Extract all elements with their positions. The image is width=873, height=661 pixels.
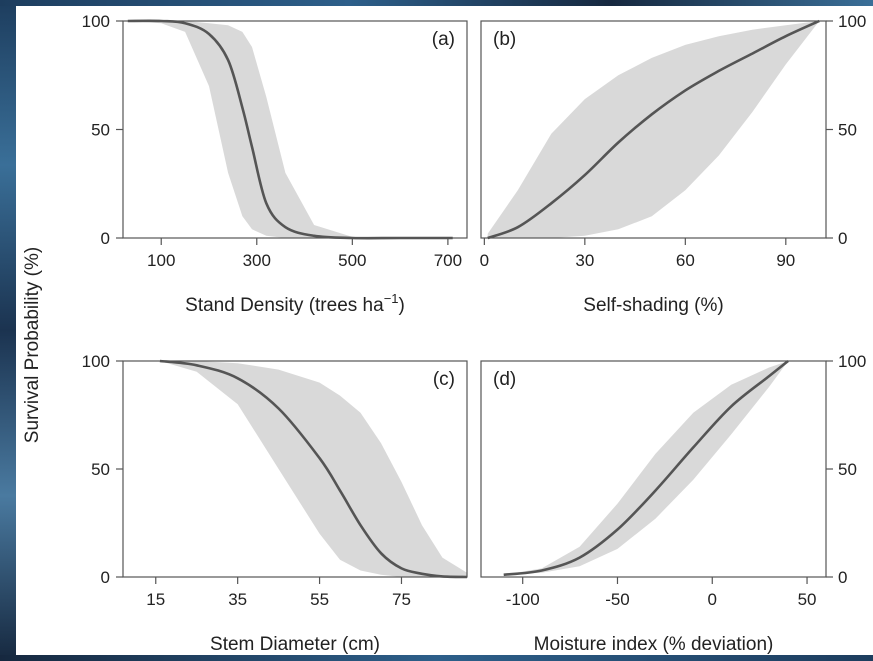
figure-ylabel: Survival Probability (%) <box>22 247 43 443</box>
x-tick-label: 15 <box>146 590 165 609</box>
panel-3: 15 35 55 75 0 50 100 (c) Stem Diameter (cm) <box>82 352 468 655</box>
y-tick-label: 0 <box>838 568 847 587</box>
x-tick-label: 300 <box>243 251 271 270</box>
panel-4-xlabel: Moisture index (% deviation) <box>534 634 774 655</box>
x-tick-label: 75 <box>392 590 411 609</box>
y-tick-label: 100 <box>838 352 866 371</box>
y-tick-label: 100 <box>82 352 110 371</box>
panel-2-survival-curve <box>487 19 820 240</box>
y-tick-label: 50 <box>91 460 110 479</box>
panel-4: -100 -50 0 50 0 50 100 (d) Moisture index (% dev… <box>480 352 866 655</box>
y-tick-label: 0 <box>101 568 110 587</box>
panel-1-x-ticks: 100 300 500 700 <box>147 238 462 270</box>
y-tick-label: 100 <box>82 12 110 31</box>
x-tick-label: 700 <box>434 251 462 270</box>
panel-1: 100 300 500 700 0 50 100 (a) Stand Density (tree… <box>82 12 468 316</box>
panel-1-y-ticks: 0 50 100 <box>82 12 123 248</box>
x-tick-label: -100 <box>506 590 540 609</box>
background-edge-top <box>0 0 873 6</box>
y-tick-label: 0 <box>838 229 847 248</box>
x-tick-label: -50 <box>605 590 630 609</box>
y-tick-label: 50 <box>91 121 110 140</box>
x-tick-label: 55 <box>310 590 329 609</box>
x-tick-label: 90 <box>776 251 795 270</box>
panel-4-letter: (d) <box>493 369 516 390</box>
panel-3-x-ticks: 15 35 55 75 <box>146 577 411 609</box>
background-edge-left <box>0 0 16 661</box>
panel-4-y-ticks: 0 50 100 <box>826 352 866 587</box>
panel-3-xlabel: Stem Diameter (cm) <box>210 634 380 655</box>
x-tick-label: 50 <box>798 590 817 609</box>
x-tick-label: 30 <box>575 251 594 270</box>
panel-2-letter: (b) <box>493 29 516 50</box>
panel-3-survival-curve <box>159 359 468 579</box>
panel-1-confidence-band <box>127 21 453 238</box>
panel-2-y-ticks: 0 50 100 <box>826 12 866 248</box>
panel-1-letter: (a) <box>432 29 455 50</box>
panel-4-confidence-band <box>503 361 789 575</box>
y-tick-label: 100 <box>838 12 866 31</box>
panel-1-xlabel: Stand Density (trees ha−1) <box>185 291 405 316</box>
x-tick-label: 0 <box>708 590 717 609</box>
panel-4-survival-curve <box>503 359 789 577</box>
panel-3-confidence-band <box>159 361 467 577</box>
y-tick-label: 0 <box>101 229 110 248</box>
x-tick-label: 60 <box>676 251 695 270</box>
panel-3-letter: (c) <box>433 369 455 390</box>
x-tick-label: 0 <box>480 251 489 270</box>
x-tick-label: 500 <box>338 251 366 270</box>
y-tick-label: 50 <box>838 460 857 479</box>
panel-3-y-ticks: 0 50 100 <box>82 352 123 587</box>
panel-2-confidence-band <box>487 21 820 238</box>
y-tick-label: 50 <box>838 121 857 140</box>
panel-4-x-ticks: -100 -50 0 50 <box>506 577 817 609</box>
x-tick-label: 100 <box>147 251 175 270</box>
background-edge-bottom <box>0 655 873 661</box>
panel-2-x-ticks: 0 30 60 90 <box>480 238 795 270</box>
panel-2: 0 30 60 90 0 50 100 (b) Self-shading (%) <box>480 12 867 316</box>
panel-2-xlabel: Self-shading (%) <box>583 295 723 316</box>
x-tick-label: 35 <box>228 590 247 609</box>
